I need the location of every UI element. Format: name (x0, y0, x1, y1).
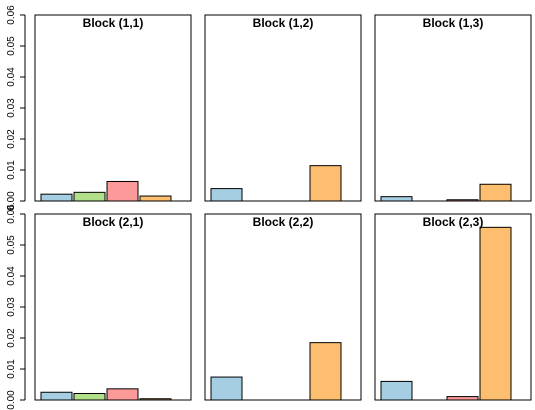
panel-frame (374, 213, 532, 401)
y-axis-row-1: 0.00 0.01 0.02 0.03 0.04 0.05 0.06 (6, 5, 26, 211)
y-tick-label: 0.06 (6, 204, 17, 224)
panel-title: Block (1,3) (423, 16, 484, 30)
y-tick-label: 0.00 (6, 191, 17, 211)
panel-block-2-2: Block (2,2) (204, 213, 362, 401)
bar (446, 396, 479, 401)
bar (479, 183, 512, 202)
y-tick-label: 0.02 (6, 129, 17, 149)
bar (106, 388, 139, 401)
bar (309, 342, 342, 401)
y-tick-label: 0.06 (6, 5, 17, 25)
panel-frame (34, 14, 192, 202)
panel-block-2-3: Block (2,3) (374, 213, 532, 401)
bar (309, 165, 342, 202)
bar (40, 391, 73, 401)
panel-block-1-2: Block (1,2) (204, 14, 362, 202)
panel-block-2-1: Block (2,1) (34, 213, 192, 401)
bar (106, 180, 139, 202)
bar (73, 392, 106, 401)
bar (380, 196, 413, 202)
panel-title: Block (2,3) (423, 215, 484, 229)
bar (380, 380, 413, 401)
y-axes: 0.000.010.020.030.040.050.060.000.010.02… (6, 5, 26, 410)
panel-title: Block (1,2) (253, 16, 314, 30)
panels: Block (1,1) Block (1,2) Block (1,3) Block (… (34, 14, 532, 401)
panel-frame (374, 14, 532, 202)
panel-block-1-3: Block (1,3) (374, 14, 532, 202)
panel-frame (204, 213, 362, 401)
panel-title: Block (1,1) (83, 16, 144, 30)
bar (139, 195, 172, 202)
y-tick-label: 0.03 (6, 98, 17, 118)
panel-title: Block (2,2) (253, 215, 314, 229)
panel-block-1-1: Block (1,1) (34, 14, 192, 202)
y-tick-label: 0.04 (6, 266, 17, 286)
panel-frame (204, 14, 362, 202)
y-tick-label: 0.05 (6, 235, 17, 255)
y-axis-row-2: 0.00 0.01 0.02 0.03 0.04 0.05 0.06 (6, 204, 26, 410)
bar (40, 193, 73, 202)
y-tick-label: 0.05 (6, 36, 17, 56)
y-tick-label: 0.02 (6, 328, 17, 348)
bar (210, 376, 243, 401)
bar (479, 226, 512, 401)
y-tick-label: 0.04 (6, 67, 17, 87)
bar (210, 188, 243, 202)
panel-frame (34, 213, 192, 401)
y-tick-label: 0.03 (6, 297, 17, 317)
y-tick-label: 0.00 (6, 390, 17, 410)
y-tick-label: 0.01 (6, 160, 17, 180)
bar (73, 191, 106, 202)
panel-title: Block (2,1) (83, 215, 144, 229)
y-tick-label: 0.01 (6, 359, 17, 379)
